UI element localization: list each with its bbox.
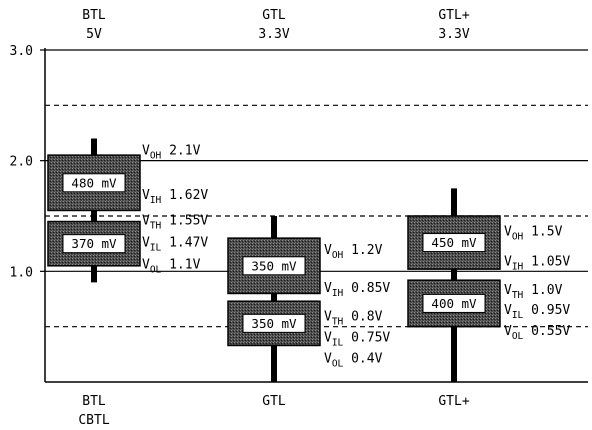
level-label-ih: VIH 1.62V	[142, 188, 208, 206]
footer-btl-line2: CBTL	[78, 413, 109, 428]
level-label-th: VTH 1.55V	[142, 213, 208, 231]
band-label-box	[422, 233, 486, 253]
level-label-th: VTH 0.8V	[324, 310, 383, 328]
level-label-oh: VOH 2.1V	[142, 144, 201, 162]
footer-btl-line1: BTL	[82, 394, 106, 409]
family-gtlplus: 450 mV 400 mV VOH 1.5V VIH 1.05V VTH 1.0V VIL…	[407, 188, 570, 382]
band-label: 350 mV	[251, 258, 297, 273]
family-gtl: 350 mV 350 mV VOH 1.2V VIH 0.85V VTH 0.8V VIL…	[227, 215, 390, 382]
header-btl-voltage: 5V	[86, 27, 102, 42]
family-btl: 480 mV 370 mV VOH 2.1V VIH 1.62V VTH 1.55V VI…	[47, 138, 208, 283]
logic-families: 480 mV 370 mV VOH 2.1V VIH 1.62V VTH 1.55V VI…	[47, 138, 570, 382]
header-btl-name: BTL	[82, 8, 106, 23]
level-label-il: VIL 0.95V	[504, 303, 570, 321]
level-label-ol: VOL 0.4V	[324, 352, 383, 370]
band-label: 370 mV	[71, 236, 117, 251]
y-tick-label: 3.0	[10, 44, 33, 59]
footer-gtlplus-line1: GTL+	[438, 394, 469, 409]
level-label-il: VIL 0.75V	[324, 331, 390, 349]
band-label-box	[242, 256, 306, 276]
level-label-th: VTH 1.0V	[504, 283, 563, 301]
header-gtl-voltage: 3.3V	[258, 27, 289, 42]
y-tick-label: 2.0	[10, 155, 33, 170]
level-label-ol: VOL 1.1V	[142, 258, 201, 276]
y-tick-label: 1.0	[10, 265, 33, 280]
column-footers: BTL CBTL GTL GTL+	[78, 394, 469, 428]
header-gtlplus-voltage: 3.3V	[438, 27, 469, 42]
band-label-box	[242, 313, 306, 333]
band-label: 450 mV	[431, 235, 477, 250]
band-label-box	[62, 234, 126, 254]
band-label: 480 mV	[71, 175, 117, 190]
band-label: 400 mV	[431, 296, 477, 311]
level-label-oh: VOH 1.2V	[324, 243, 383, 261]
band-label: 350 mV	[251, 316, 297, 331]
level-label-oh: VOH 1.5V	[504, 224, 563, 242]
column-headers: BTL 5V GTL 3.3V GTL+ 3.3V	[82, 8, 470, 42]
band-label-box	[62, 173, 126, 193]
y-axis-ticks: 1.0 2.0 3.0	[10, 44, 45, 280]
band-label-box	[422, 293, 486, 313]
header-gtlplus-name: GTL+	[438, 8, 469, 23]
footer-gtl-line1: GTL	[262, 394, 286, 409]
level-label-ih: VIH 0.85V	[324, 281, 390, 299]
level-label-ol: VOL 0.55V	[504, 324, 570, 342]
level-label-ih: VIH 1.05V	[504, 254, 570, 272]
level-label-il: VIL 1.47V	[142, 235, 208, 253]
header-gtl-name: GTL	[262, 8, 286, 23]
